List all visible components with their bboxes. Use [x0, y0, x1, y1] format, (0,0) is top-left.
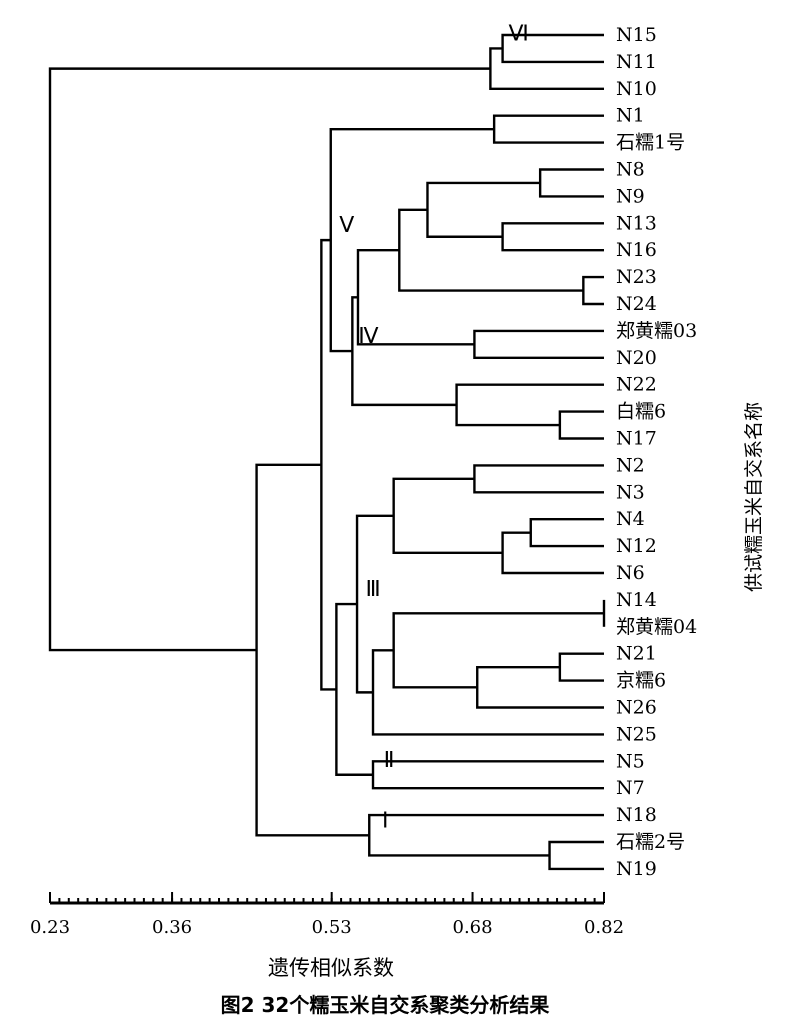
dendrogram-link-13 — [351, 296, 457, 407]
leaf-label: N6 — [616, 562, 645, 584]
x-tick-label: 0.68 — [453, 917, 493, 938]
dendrogram-link-9 — [473, 329, 604, 359]
leaf-label: N22 — [616, 374, 657, 396]
dendrogram-link-26 — [335, 602, 374, 776]
leaf-label: 白糯6 — [616, 401, 666, 423]
leaf-label: 石糯1号 — [616, 132, 685, 154]
leaf-label: N7 — [616, 777, 645, 799]
leaf-label: N16 — [616, 239, 657, 261]
leaf-label: N17 — [616, 428, 657, 450]
dendrogram-link-17 — [501, 531, 604, 575]
x-tick-label: 0.53 — [312, 917, 352, 938]
dendrogram-link-24 — [355, 514, 394, 694]
leaf-label: N18 — [616, 804, 657, 826]
dendrogram-link-29 — [368, 813, 604, 857]
x-tick-label: 0.23 — [30, 917, 70, 938]
dendrogram-link-11 — [558, 410, 604, 440]
leaf-label: N2 — [616, 454, 645, 476]
dendrogram-link-22 — [392, 612, 604, 689]
dendrogram-links — [48, 33, 606, 871]
leaf-label: N1 — [616, 105, 645, 127]
leaf-label: N24 — [616, 293, 657, 315]
dendrogram-link-12 — [455, 383, 604, 427]
leaf-label: 石糯2号 — [616, 831, 685, 853]
dendrogram-link-23 — [371, 649, 604, 736]
cluster-label: Ⅵ — [508, 20, 528, 45]
dendrogram-link-8 — [398, 208, 584, 292]
leaf-labels: N15 N11 N10 N1 石糯1号 N8 N9 N13 N16 N23 N24 郑黄糯03 N20 N… — [616, 24, 697, 880]
leaf-label: N10 — [616, 78, 657, 100]
leaf-label: N14 — [616, 589, 657, 611]
dendrogram-link-31 — [48, 67, 491, 652]
leaf-label: 郑黄糯04 — [616, 616, 697, 638]
y-axis-title: 供试糯玉米自交系名称 — [743, 402, 765, 592]
leaf-label: N8 — [616, 159, 645, 181]
leaf-label: N9 — [616, 185, 645, 207]
leaf-label: N15 — [616, 24, 657, 46]
dendrogram-link-5 — [501, 222, 604, 252]
dendrogram-link-25 — [371, 760, 604, 790]
leaf-label: N26 — [616, 697, 657, 719]
leaf-label: N12 — [616, 535, 657, 557]
leaf-label: N21 — [616, 643, 657, 665]
dendrogram-link-18 — [392, 477, 503, 555]
dendrogram-link-14 — [329, 127, 495, 353]
leaf-label: 京糯6 — [616, 670, 666, 692]
leaf-label: N19 — [616, 858, 657, 880]
x-tick-label: 0.82 — [584, 917, 624, 938]
dendrogram-link-2 — [489, 47, 604, 90]
leaf-label: N25 — [616, 723, 657, 745]
leaf-label: N20 — [616, 347, 657, 369]
dendrogram-link-30 — [255, 463, 370, 837]
figure-caption: 图2 32个糯玉米自交系聚类分析结果 — [221, 993, 550, 1017]
dendrogram-link-27 — [320, 238, 337, 691]
cluster-label: Ⅴ — [339, 212, 354, 237]
dendrogram-link-21 — [476, 665, 604, 709]
leaf-label: N4 — [616, 508, 645, 530]
x-axis: 0.23 0.36 0.53 0.68 0.82 — [30, 892, 624, 938]
dendrogram-link-15 — [473, 464, 604, 494]
dendrogram-link-7 — [582, 275, 604, 306]
leaf-label: N11 — [616, 51, 657, 73]
leaf-label: N23 — [616, 266, 657, 288]
dendrogram-link-28 — [548, 840, 604, 871]
cluster-labels: Ⅵ Ⅴ Ⅳ Ⅲ Ⅱ Ⅰ — [339, 20, 529, 832]
dendrogram-link-1 — [501, 33, 604, 64]
cluster-label: Ⅳ — [358, 323, 379, 348]
cluster-label: Ⅲ — [365, 576, 380, 601]
dendrogram-link-20 — [558, 652, 604, 682]
x-tick-label: 0.36 — [152, 917, 192, 938]
x-axis-title: 遗传相似系数 — [268, 956, 394, 980]
leaf-label: N3 — [616, 481, 645, 503]
dendrogram-link-16 — [529, 518, 604, 548]
dendrogram-link-6 — [426, 181, 541, 238]
dendrogram-link-4 — [538, 168, 604, 198]
cluster-label: Ⅰ — [382, 807, 389, 832]
leaf-label: N13 — [616, 212, 657, 234]
dendrogram-link-3 — [492, 114, 604, 144]
cluster-label: Ⅱ — [384, 747, 395, 772]
leaf-label: 郑黄糯03 — [616, 320, 697, 342]
leaf-label: N5 — [616, 750, 645, 772]
